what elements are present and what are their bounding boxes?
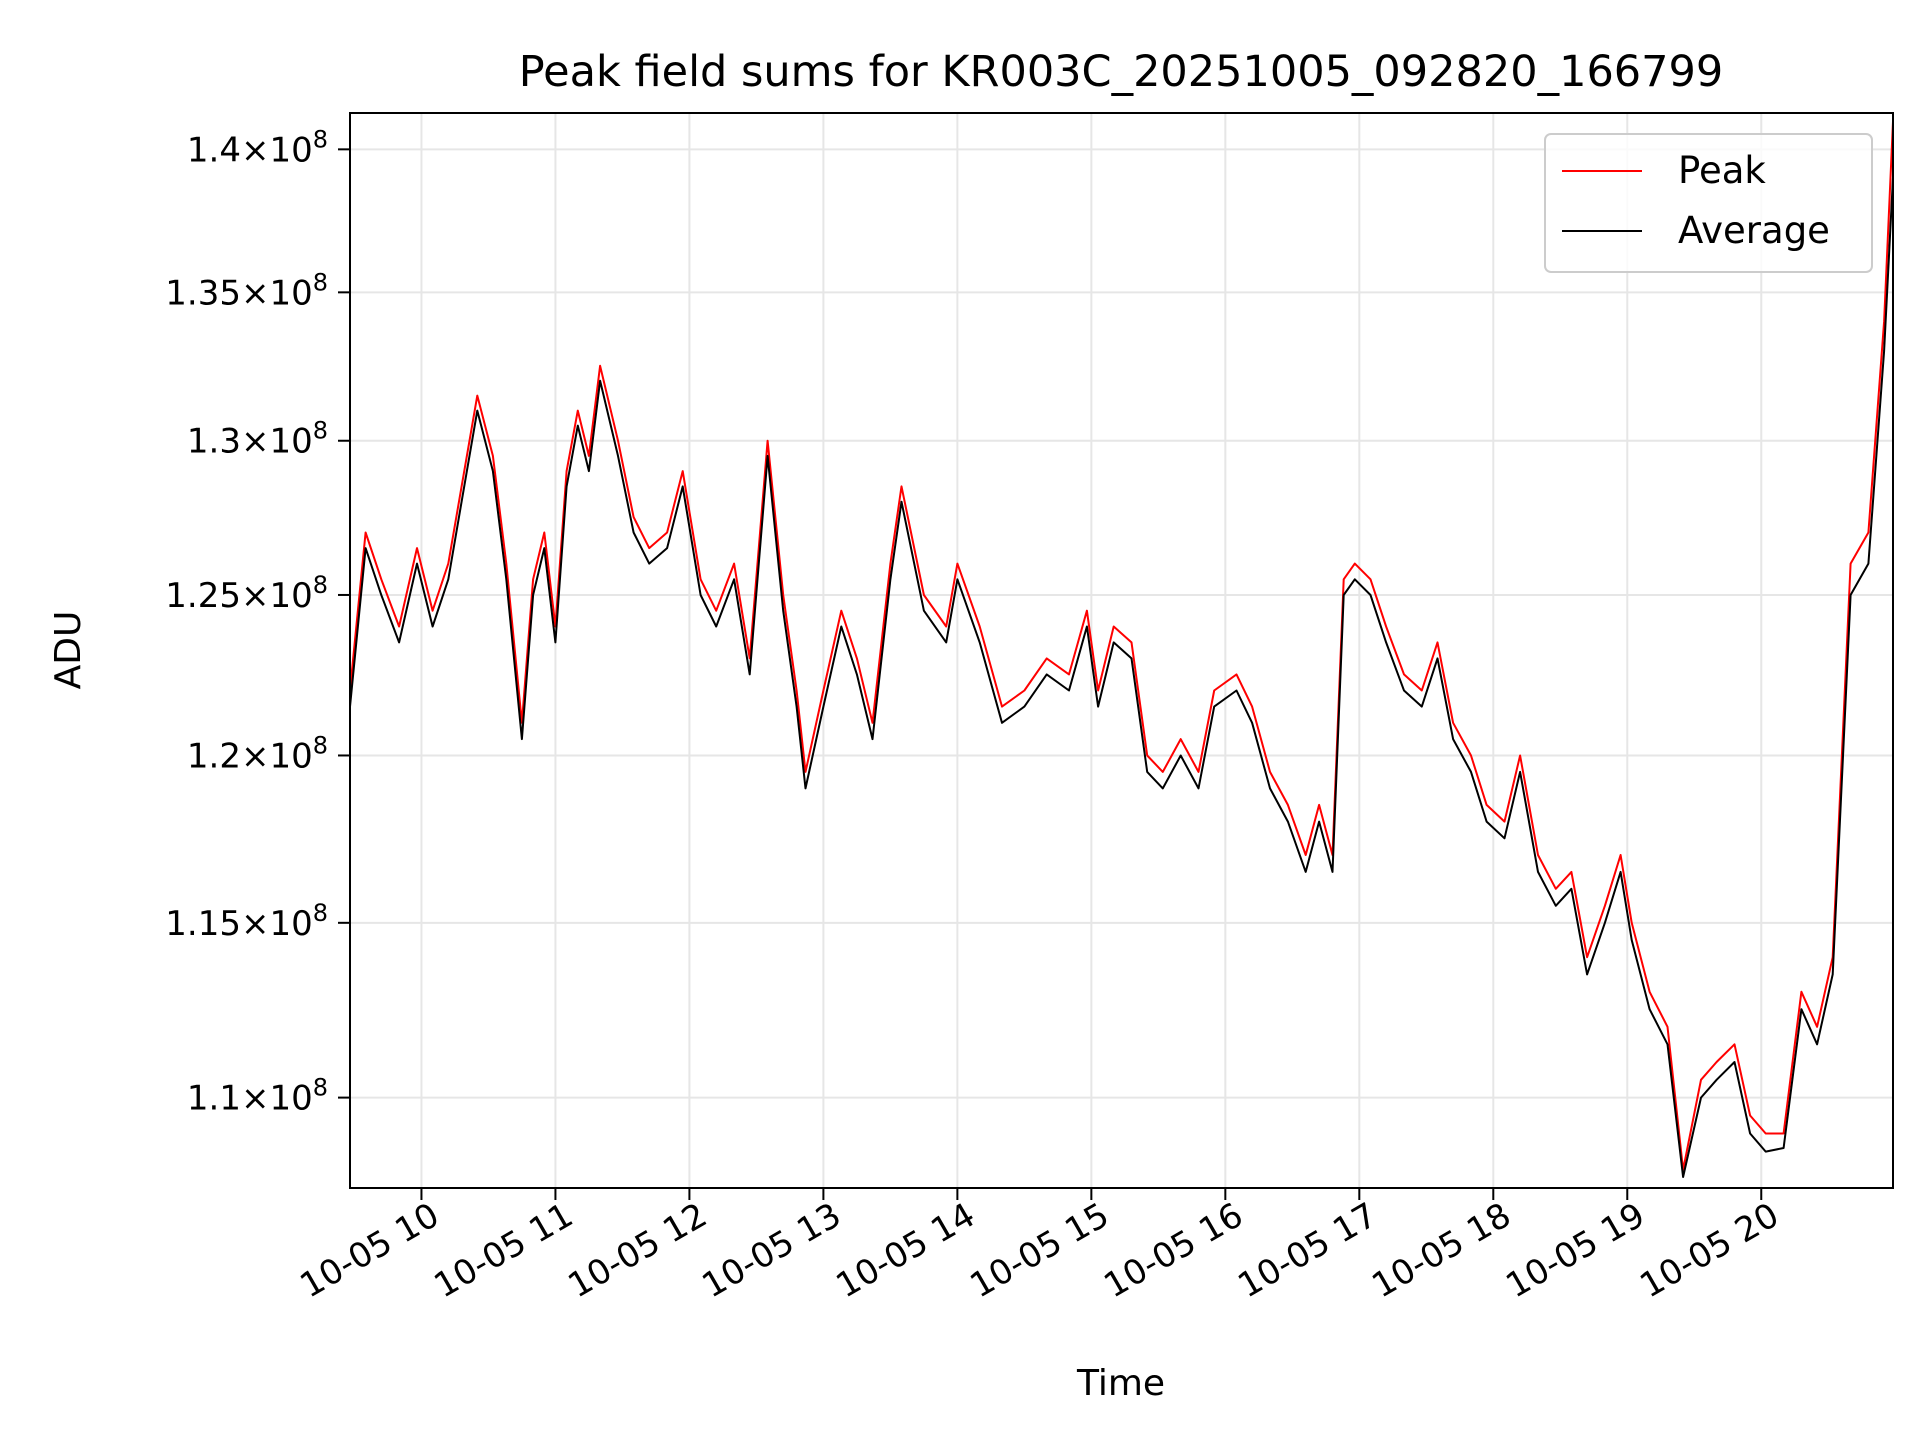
legend-average-label: Average [1678, 209, 1830, 252]
y-tick-base: 10 [269, 904, 312, 944]
y-tick-base: 10 [269, 273, 312, 313]
y-tick-times: × [241, 904, 270, 944]
y-tick-times: × [241, 422, 270, 462]
y-tick-mantissa: 1.4 [187, 130, 241, 170]
y-tick-exponent: 8 [313, 125, 328, 153]
y-axis-label: ADU [48, 611, 89, 690]
plot-frame [349, 112, 1894, 1189]
y-tick-label: 1.2×108 [187, 731, 328, 776]
y-axis: 1.1×1081.15×1081.2×1081.25×1081.3×1081.3… [165, 125, 350, 1119]
y-tick-mantissa: 1.2 [187, 736, 241, 776]
y-tick-base: 10 [269, 130, 312, 170]
y-tick-times: × [241, 736, 270, 776]
y-tick-mantissa: 1.1 [187, 1079, 241, 1119]
y-tick-mantissa: 1.25 [165, 576, 241, 616]
y-tick-base: 10 [269, 1079, 312, 1119]
chart-title: Peak field sums for KR003C_20251005_0928… [519, 47, 1723, 97]
y-tick-label: 1.35×108 [165, 268, 328, 313]
y-tick-times: × [241, 576, 270, 616]
x-axis-label: Time [1076, 1363, 1165, 1404]
y-tick-times: × [241, 130, 270, 170]
y-tick-label: 1.15×108 [165, 899, 328, 944]
y-tick-exponent: 8 [313, 417, 328, 445]
y-tick-base: 10 [269, 422, 312, 462]
y-tick-mantissa: 1.3 [187, 422, 241, 462]
y-tick-exponent: 8 [313, 899, 328, 927]
y-tick-exponent: 8 [313, 1074, 328, 1102]
legend-box [1544, 133, 1873, 273]
legend: Peak Average [1544, 133, 1873, 273]
y-tick-exponent: 8 [313, 268, 328, 296]
y-tick-mantissa: 1.35 [165, 273, 241, 313]
y-tick-label: 1.4×108 [187, 125, 328, 170]
y-tick-times: × [241, 273, 270, 313]
grid [350, 113, 1893, 1188]
y-tick-base: 10 [269, 736, 312, 776]
legend-peak-label: Peak [1678, 149, 1766, 192]
y-tick-label: 1.3×108 [187, 417, 328, 462]
series-lines [349, 121, 1894, 1178]
y-tick-label: 1.25×108 [165, 571, 328, 616]
y-tick-exponent: 8 [313, 571, 328, 599]
y-tick-times: × [241, 1079, 270, 1119]
y-tick-exponent: 8 [313, 731, 328, 759]
y-tick-mantissa: 1.15 [165, 904, 241, 944]
y-tick-base: 10 [269, 576, 312, 616]
y-tick-label: 1.1×108 [187, 1074, 328, 1119]
